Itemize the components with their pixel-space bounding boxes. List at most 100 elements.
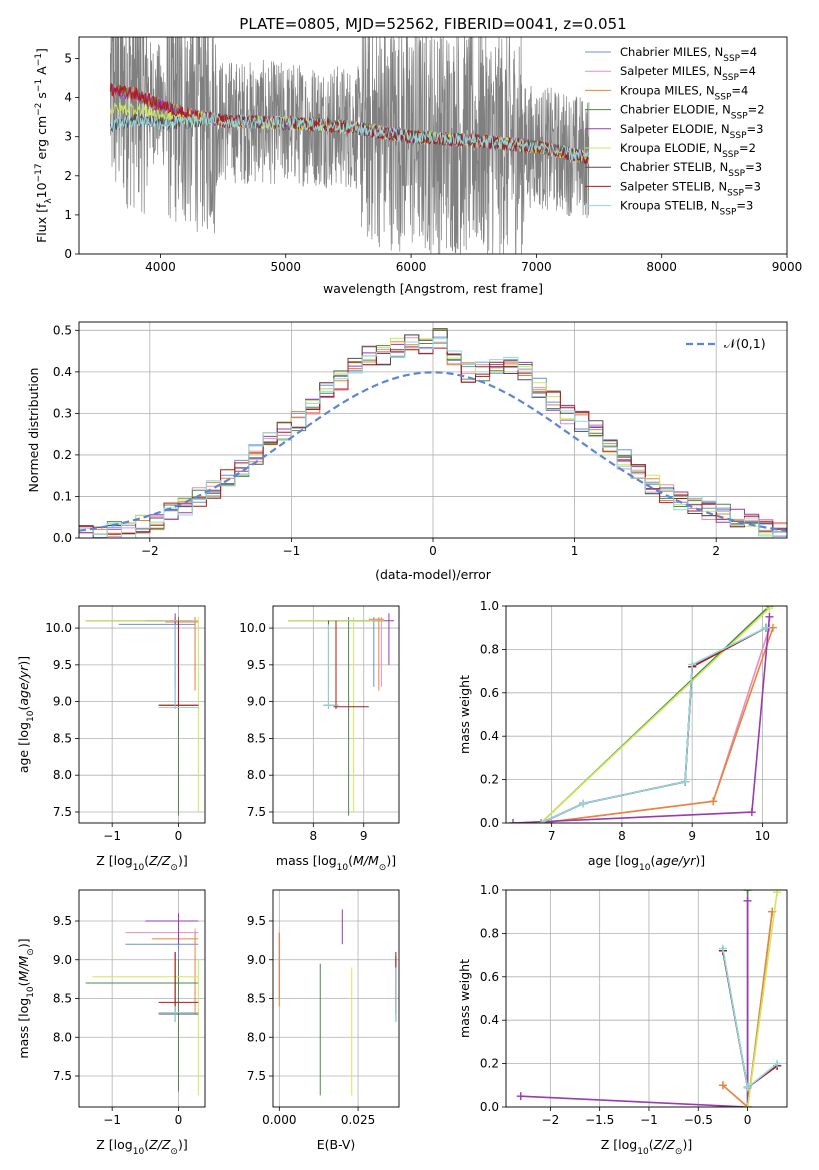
x-tick-label: 7	[548, 829, 556, 843]
weight-line	[722, 911, 773, 1107]
grid	[273, 890, 399, 1107]
y-tick-label: 0.4	[480, 1013, 499, 1027]
x-axis-label: Z [log10(Z/Z⊙)]	[96, 853, 187, 873]
x-tick-label: −1	[103, 1113, 121, 1127]
x-tick-label: 5000	[270, 260, 301, 274]
y-tick-label: 8.5	[247, 731, 266, 745]
axes-frame	[505, 889, 788, 1108]
grid	[273, 606, 399, 823]
figure-title: PLATE=0805, MJD=52562, FIBERID=0041, z=0…	[239, 15, 626, 33]
plot-area	[109, 37, 590, 254]
weight-marker	[718, 1081, 727, 1090]
y-tick-label: 0.2	[53, 448, 72, 462]
y-tick-label: 0.0	[480, 1100, 499, 1114]
y-tick-label: 9.0	[53, 953, 72, 967]
weight-marker	[509, 819, 518, 823]
y-tick-label: 0.1	[53, 489, 72, 503]
axes-frame	[78, 321, 788, 539]
plot-mass_Z: −1 0 7.5 8.0 8.5 9.0 9.5 Z [log10(Z/Z⊙)] mass [l…	[16, 889, 206, 1157]
y-tick-label: 0.0	[53, 531, 72, 545]
y-tick-label: 8.5	[53, 731, 72, 745]
plot-area	[509, 606, 777, 823]
x-tick-label: −2	[141, 544, 159, 558]
x-tick-label: 8000	[646, 260, 677, 274]
x-tick-label: −1	[640, 1113, 658, 1127]
plot-age_mass: 8 9 7.5 8.0 8.5 9.0 9.5 10.0 mass [log10(M/M⊙)]	[239, 605, 400, 873]
plot-area	[85, 913, 199, 1096]
weight-marker	[743, 1083, 752, 1092]
x-tick-label: 9	[688, 829, 696, 843]
plot-age_Z: −1 0 7.5 8.0 8.5 9.0 9.5 10.0 Z [log10(Z/Z⊙)] age…	[16, 605, 206, 873]
y-axis-label: age [log10(age/yr)]	[16, 656, 36, 773]
weight-line	[722, 950, 778, 1089]
plot-mass_ebv: 0.000 0.025 7.5 8.0 8.5 9.0 9.5 E(B-V)	[247, 889, 400, 1152]
y-tick-label: 1	[64, 208, 72, 222]
axes-frame	[78, 889, 206, 1108]
axes-frame	[272, 605, 400, 824]
legend-label: Chabrier ELODIE, NSSP=2	[620, 103, 765, 122]
weight-marker	[743, 896, 752, 905]
y-tick-label: 8.5	[53, 992, 72, 1006]
y-tick-label: 0.5	[53, 323, 72, 337]
weight-marker	[773, 890, 782, 897]
y-tick-label: 0.2	[480, 1057, 499, 1071]
x-tick-label: 7000	[521, 260, 552, 274]
x-tick-label: 10	[755, 829, 770, 843]
y-tick-label: 9.5	[53, 658, 72, 672]
y-tick-label: 8.0	[53, 1030, 72, 1044]
weight-line	[540, 626, 767, 823]
legend-label: Kroupa STELIB, NSSP=3	[620, 199, 753, 218]
weight-marker	[743, 890, 752, 894]
weight-marker	[768, 623, 777, 632]
y-tick-label: 0.4	[480, 729, 499, 743]
weight-line	[540, 626, 767, 823]
weight-marker	[765, 612, 774, 621]
x-axis-label: mass [log10(M/M⊙)]	[276, 853, 396, 873]
x-tick-label: 9	[360, 829, 368, 843]
y-tick-label: 7.5	[247, 1069, 266, 1083]
legend-label: Chabrier MILES, NSSP=4	[620, 45, 757, 64]
weight-marker	[747, 808, 756, 817]
x-axis-label: wavelength [Angstrom, rest frame]	[323, 281, 543, 296]
y-tick-label: 10.0	[239, 621, 266, 635]
x-tick-label: 0.000	[262, 1113, 296, 1127]
x-axis-label: Z [log10(Z/Z⊙)]	[601, 1137, 692, 1157]
legend-label: Salpeter ELODIE, NSSP=3	[620, 122, 763, 141]
weight-line	[746, 892, 778, 1107]
plot-spectrum: 4000 5000 6000 7000 8000 9000 0 1 2 3 4 5 Chabrier M…	[34, 36, 802, 296]
grid	[79, 890, 205, 1107]
x-tick-label: −1	[283, 544, 301, 558]
y-tick-label: 0.2	[480, 773, 499, 787]
weight-marker	[537, 819, 546, 823]
x-tick-label: 8	[309, 829, 317, 843]
weight-marker	[579, 799, 588, 808]
y-tick-label: 10.0	[45, 621, 72, 635]
weight-line	[540, 626, 767, 823]
histogram-step	[79, 347, 787, 535]
y-tick-label: 9.5	[247, 914, 266, 928]
axes-frame	[78, 36, 788, 255]
y-tick-label: 1.0	[480, 883, 499, 897]
plot-area	[79, 328, 787, 538]
weight-marker	[718, 944, 727, 953]
histogram-step	[79, 329, 787, 534]
weight-line	[540, 627, 771, 823]
y-tick-label: 0.4	[53, 365, 72, 379]
plot-area	[288, 613, 394, 816]
histogram-step	[79, 338, 787, 538]
plot-weight_Z: −2 −1.5 −1 −0.5 0 0.0 0.2 0.4 0.6 0.8 1.0 Z [log10(…	[457, 883, 788, 1157]
x-tick-label: −1	[103, 829, 121, 843]
y-tick-label: 9.0	[247, 953, 266, 967]
grid	[79, 606, 205, 823]
weight-line	[722, 950, 778, 1089]
plot-residuals: −2 −1 0 1 2 0.0 0.1 0.2 0.3 0.4 0.5 𝒩(0,1) Normed di…	[26, 321, 788, 582]
x-tick-label: 0	[429, 544, 437, 558]
y-tick-label: 9.5	[53, 914, 72, 928]
legend-label: Kroupa ELODIE, NSSP=2	[620, 141, 756, 160]
y-tick-label: 0.6	[480, 970, 499, 984]
y-tick-label: 8.5	[247, 992, 266, 1006]
y-tick-label: 7.5	[247, 805, 266, 819]
x-tick-label: 0.025	[341, 1113, 375, 1127]
x-axis-label: Z [log10(Z/Z⊙)]	[96, 1137, 187, 1157]
